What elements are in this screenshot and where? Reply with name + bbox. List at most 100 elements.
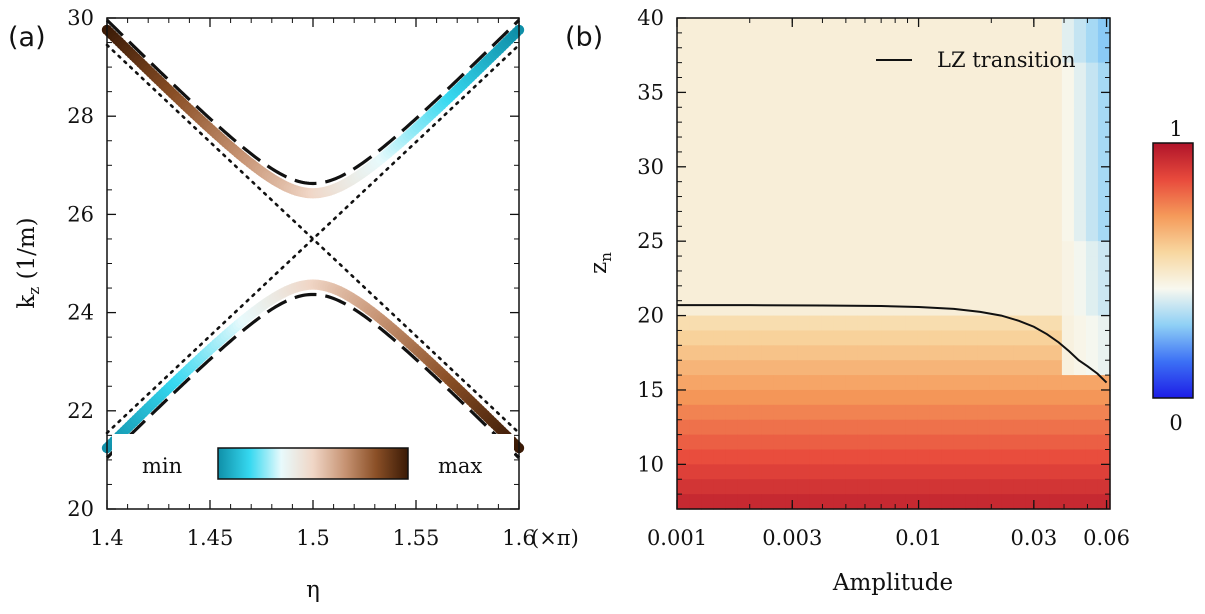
heatmap-cell	[773, 389, 786, 406]
heatmap-cell	[965, 389, 979, 406]
heatmap-cell	[917, 122, 931, 138]
heatmap-cell	[881, 256, 895, 272]
heatmap-cell	[677, 285, 690, 302]
heatmap-cell	[977, 241, 991, 257]
heatmap-cell	[845, 92, 859, 108]
heatmap-cell	[725, 330, 738, 346]
heatmap-cell	[953, 315, 967, 332]
heatmap-cell	[689, 137, 702, 153]
heatmap-cell	[989, 211, 1003, 227]
x-tick-label: 0.003	[762, 526, 822, 550]
heatmap-cell	[821, 151, 834, 168]
heatmap-cell	[845, 181, 859, 198]
heatmap-cell	[713, 464, 726, 480]
heatmap-cell	[953, 330, 967, 346]
heatmap-cell	[1037, 62, 1051, 79]
heatmap-cell	[773, 166, 786, 183]
heatmap-cell	[761, 404, 774, 421]
panel-a-x-tick-labels: 1.4 1.45 1.5 1.55 1.6	[90, 526, 535, 550]
heatmap-cell	[941, 47, 955, 64]
heatmap-cell	[977, 315, 991, 332]
heatmap-cell	[989, 151, 1003, 168]
heatmap-cell	[929, 464, 943, 480]
heatmap-cell	[725, 18, 738, 34]
heatmap-cell	[965, 241, 979, 257]
heatmap-cell	[725, 241, 738, 257]
heatmap-cell	[1085, 47, 1099, 64]
heatmap-cell	[689, 345, 702, 361]
heatmap-cell	[749, 375, 762, 391]
heatmap-cell	[893, 300, 907, 317]
heatmap-cell	[1061, 181, 1075, 198]
heatmap-cell	[845, 226, 859, 242]
heatmap-cell	[869, 181, 883, 198]
heatmap-cell	[821, 389, 834, 406]
heatmap-cell	[737, 256, 750, 272]
heatmap-cell	[941, 196, 955, 213]
heatmap-cell	[1085, 107, 1099, 123]
heatmap-cell	[749, 256, 762, 272]
heatmap-cell	[761, 389, 774, 406]
heatmap-cell	[809, 434, 822, 451]
heatmap-cell	[1025, 256, 1039, 272]
band-dots	[101, 24, 525, 454]
heatmap-cell	[1025, 389, 1039, 406]
heatmap-cell	[1097, 479, 1111, 495]
heatmap-cell	[773, 181, 786, 198]
heatmap-cell	[701, 315, 714, 332]
heatmap-cell	[953, 300, 967, 317]
x-tick-label: 1.45	[187, 526, 234, 550]
heatmap-cell	[977, 166, 991, 183]
heatmap-cell	[797, 404, 810, 421]
heatmap-cell	[1025, 375, 1039, 391]
heatmap-cell	[749, 330, 762, 346]
heatmap-cell	[989, 375, 1003, 391]
heatmap-cell	[857, 137, 871, 153]
heatmap-cell	[929, 360, 943, 376]
heatmap-cell	[1001, 494, 1015, 510]
heatmap-cell	[941, 32, 955, 49]
heatmap-cell	[809, 181, 822, 198]
heatmap-cell	[917, 270, 931, 287]
heatmap-cell	[845, 315, 859, 332]
heatmap-cell	[1061, 18, 1075, 34]
heatmap-cell	[917, 389, 931, 406]
heatmap-cell	[1037, 241, 1051, 257]
heatmap-cell	[1073, 107, 1087, 123]
heatmap-cell	[869, 122, 883, 138]
heatmap-cell	[1097, 300, 1111, 317]
heatmap-cell	[1097, 434, 1111, 451]
heatmap-cell	[725, 137, 738, 153]
heatmap-cell	[869, 434, 883, 451]
heatmap-cell	[821, 494, 834, 510]
heatmap-cell	[833, 434, 846, 451]
heatmap-cell	[725, 270, 738, 287]
heatmap-cell	[1073, 375, 1087, 391]
heatmap-cell	[977, 389, 991, 406]
heatmap-cell	[1001, 196, 1015, 213]
heatmap-cell	[1049, 389, 1063, 406]
heatmap-cell	[881, 107, 895, 123]
heatmap-cell	[881, 345, 895, 361]
y-axis-label-main: k	[14, 294, 40, 309]
heatmap-cell	[785, 226, 798, 242]
heatmap-cell	[833, 389, 846, 406]
heatmap-cell	[845, 241, 859, 257]
heatmap-cell	[1073, 285, 1087, 302]
heatmap-cell	[941, 256, 955, 272]
heatmap-cell	[749, 270, 762, 287]
heatmap-cell	[929, 256, 943, 272]
heatmap-cell	[749, 226, 762, 242]
heatmap-cell	[941, 389, 955, 406]
heatmap-cell	[989, 315, 1003, 332]
heatmap-cell	[713, 211, 726, 227]
heatmap-cell	[917, 226, 931, 242]
heatmap-cell	[845, 211, 859, 227]
heatmap-cell	[857, 181, 871, 198]
heatmap-cell	[821, 122, 834, 138]
heatmap-cell	[953, 181, 967, 198]
heatmap-cell	[1037, 479, 1051, 495]
heatmap-cell	[941, 479, 955, 495]
heatmap-cell	[929, 494, 943, 510]
heatmap-cell	[809, 92, 822, 108]
